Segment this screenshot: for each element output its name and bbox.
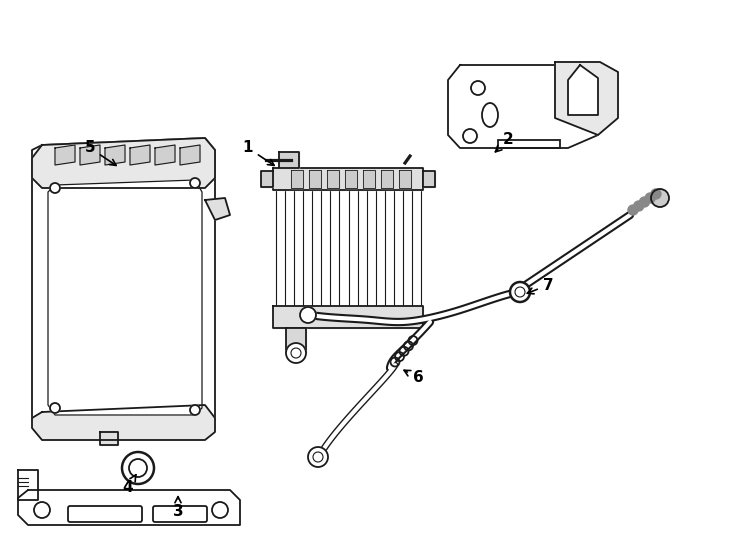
Circle shape [645,193,655,203]
Circle shape [639,197,650,207]
Polygon shape [327,170,339,188]
Text: 5: 5 [84,140,116,165]
Polygon shape [55,145,75,165]
Circle shape [628,205,638,215]
Polygon shape [345,170,357,188]
Polygon shape [568,65,598,115]
Text: 3: 3 [172,497,184,519]
Circle shape [286,343,306,363]
Circle shape [50,183,60,193]
Polygon shape [100,432,118,445]
Polygon shape [381,170,393,188]
Polygon shape [363,170,375,188]
Polygon shape [180,145,200,165]
Polygon shape [18,490,240,525]
Polygon shape [105,145,125,165]
Polygon shape [130,145,150,165]
Polygon shape [48,180,202,415]
Polygon shape [155,145,175,165]
Polygon shape [18,470,38,500]
Polygon shape [291,170,303,188]
Polygon shape [32,138,215,188]
Circle shape [190,178,200,188]
Circle shape [633,201,644,211]
Polygon shape [309,170,321,188]
Polygon shape [286,328,306,353]
Polygon shape [80,145,100,165]
Polygon shape [276,188,420,308]
Circle shape [50,403,60,413]
Circle shape [122,452,154,484]
Text: 1: 1 [243,140,274,165]
Circle shape [651,189,669,207]
Polygon shape [32,405,215,440]
Polygon shape [32,138,215,432]
Text: 6: 6 [404,370,424,386]
Polygon shape [448,65,598,148]
Circle shape [300,307,316,323]
Polygon shape [399,170,411,188]
Circle shape [510,282,530,302]
Circle shape [190,405,200,415]
Polygon shape [279,152,299,168]
Polygon shape [261,171,273,187]
Circle shape [651,189,661,199]
Polygon shape [423,171,435,187]
Circle shape [308,447,328,467]
Text: 2: 2 [495,132,513,152]
Text: 4: 4 [123,475,136,496]
Polygon shape [555,62,618,135]
Polygon shape [205,198,230,220]
Text: 7: 7 [527,278,553,294]
Polygon shape [273,306,423,328]
Polygon shape [273,168,423,190]
